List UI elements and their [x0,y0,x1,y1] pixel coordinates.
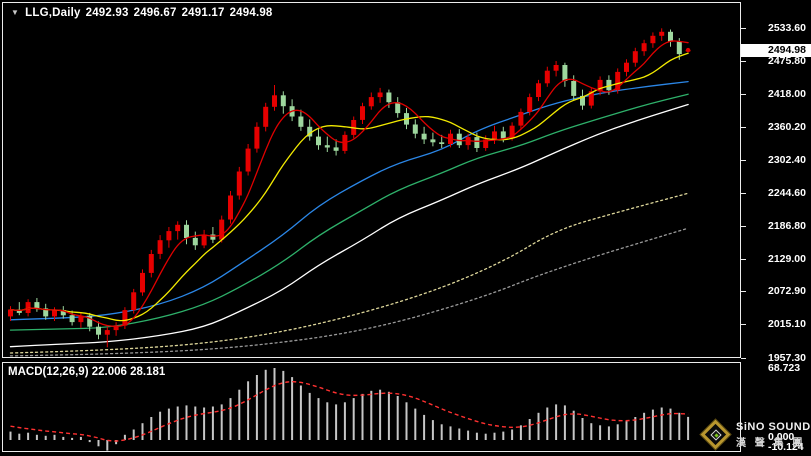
ma-white [9,103,689,348]
axis-tick [741,27,746,29]
axis-label: 2302.40 [768,153,806,166]
macd-histogram [9,368,690,451]
axis-label: 0.000 [768,430,795,443]
brand-name-chinese: 漢 聲 集 團 [736,438,806,449]
quote-high: 2496.67 [133,7,177,19]
ma-green [9,93,689,331]
axis-tick [741,291,746,293]
axis-tick [741,226,746,228]
axis-label: 68.723 [768,361,801,374]
axis-tick [741,60,746,62]
candles [8,28,691,348]
axis-label: 2186.80 [768,220,806,233]
price-chart-panel: ▼ LLG,Daily 2492.93 2496.67 2491.17 2494.98 [2,2,741,358]
last-price-dot [685,47,691,53]
axis-label: 2129.00 [768,253,806,266]
macd-signal-line [10,381,689,442]
quote-open: 2492.93 [85,7,129,19]
axis-label: 2475.80 [768,54,806,67]
symbol-info-bar: ▼ LLG,Daily 2492.93 2496.67 2491.17 2494.98 [11,7,273,19]
axis-label: 2360.20 [768,120,806,133]
axis-tick [741,126,746,128]
axis-tick [741,193,746,194]
axis-tick [741,259,746,261]
brand-watermark: SiNO SOUND 漢 聲 集 團 [699,416,811,454]
candlestick-chart[interactable] [3,3,740,357]
axis-label: 1957.30 [768,351,806,364]
quote-close: 2494.98 [229,7,273,19]
axis-label: 2244.60 [768,187,806,199]
current-price-label: 2494.98 [741,43,811,57]
macd-indicator-panel: MACD(12,26,9) 22.006 28.181 [2,362,741,452]
price-axis[interactable]: 2494.98 2533.60 2475.80 2418.00 2360.20 2302… [741,0,811,456]
quote-low: 2491.17 [181,7,225,19]
axis-label: -10.124 [768,441,804,454]
symbol-dropdown-icon[interactable]: ▼ [11,8,20,17]
macd-chart[interactable] [3,363,740,451]
axis-tick [741,324,746,326]
axis-tick [741,159,746,161]
axis-tick [741,93,746,95]
brand-name: SiNO SOUND [736,421,811,433]
axis-label: 2533.60 [768,21,806,34]
ma-red [9,40,689,328]
axis-tick [741,357,746,359]
ma-yellow [9,52,689,322]
ma-khaki [9,192,689,354]
ma-gray [9,227,689,357]
axis-label: 2015.10 [768,318,806,331]
brand-diamond-icon [699,418,733,452]
indicator-label: MACD(12,26,9) 22.006 28.181 [8,366,166,378]
axis-label: 2072.90 [768,285,806,298]
symbol-timeframe-label: LLG,Daily [25,7,81,19]
ma-blue [9,80,689,321]
axis-label: 2418.00 [768,87,806,100]
